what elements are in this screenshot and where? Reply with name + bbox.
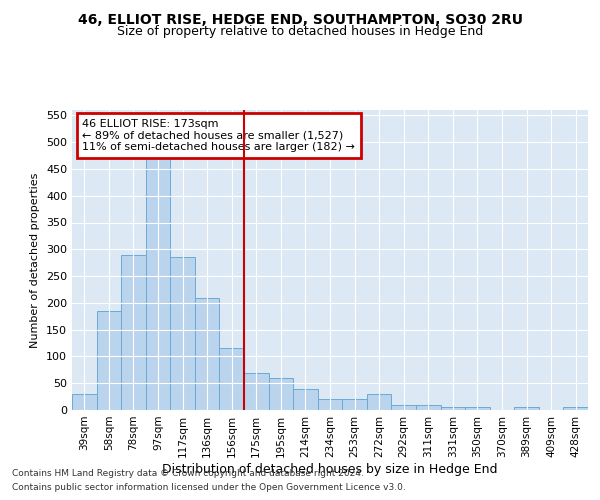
Text: Contains HM Land Registry data © Crown copyright and database right 2024.: Contains HM Land Registry data © Crown c…	[12, 468, 364, 477]
Text: 46 ELLIOT RISE: 173sqm
← 89% of detached houses are smaller (1,527)
11% of semi-: 46 ELLIOT RISE: 173sqm ← 89% of detached…	[82, 119, 355, 152]
Bar	[121, 254, 146, 410]
Text: Contains public sector information licensed under the Open Government Licence v3: Contains public sector information licen…	[12, 484, 406, 492]
Bar	[440, 408, 465, 410]
Bar	[72, 394, 97, 410]
Bar	[465, 408, 490, 410]
Text: Size of property relative to detached houses in Hedge End: Size of property relative to detached ho…	[117, 25, 483, 38]
Text: 46, ELLIOT RISE, HEDGE END, SOUTHAMPTON, SO30 2RU: 46, ELLIOT RISE, HEDGE END, SOUTHAMPTON,…	[77, 12, 523, 26]
Bar	[220, 348, 244, 410]
Bar	[293, 388, 318, 410]
Bar	[146, 158, 170, 410]
X-axis label: Distribution of detached houses by size in Hedge End: Distribution of detached houses by size …	[162, 462, 498, 475]
Bar	[367, 394, 391, 410]
Bar	[195, 298, 220, 410]
Bar	[97, 311, 121, 410]
Bar	[416, 404, 440, 410]
Bar	[514, 408, 539, 410]
Bar	[318, 400, 342, 410]
Bar	[563, 408, 588, 410]
Bar	[342, 400, 367, 410]
Bar	[170, 258, 195, 410]
Y-axis label: Number of detached properties: Number of detached properties	[31, 172, 40, 348]
Bar	[244, 372, 269, 410]
Bar	[269, 378, 293, 410]
Bar	[391, 404, 416, 410]
